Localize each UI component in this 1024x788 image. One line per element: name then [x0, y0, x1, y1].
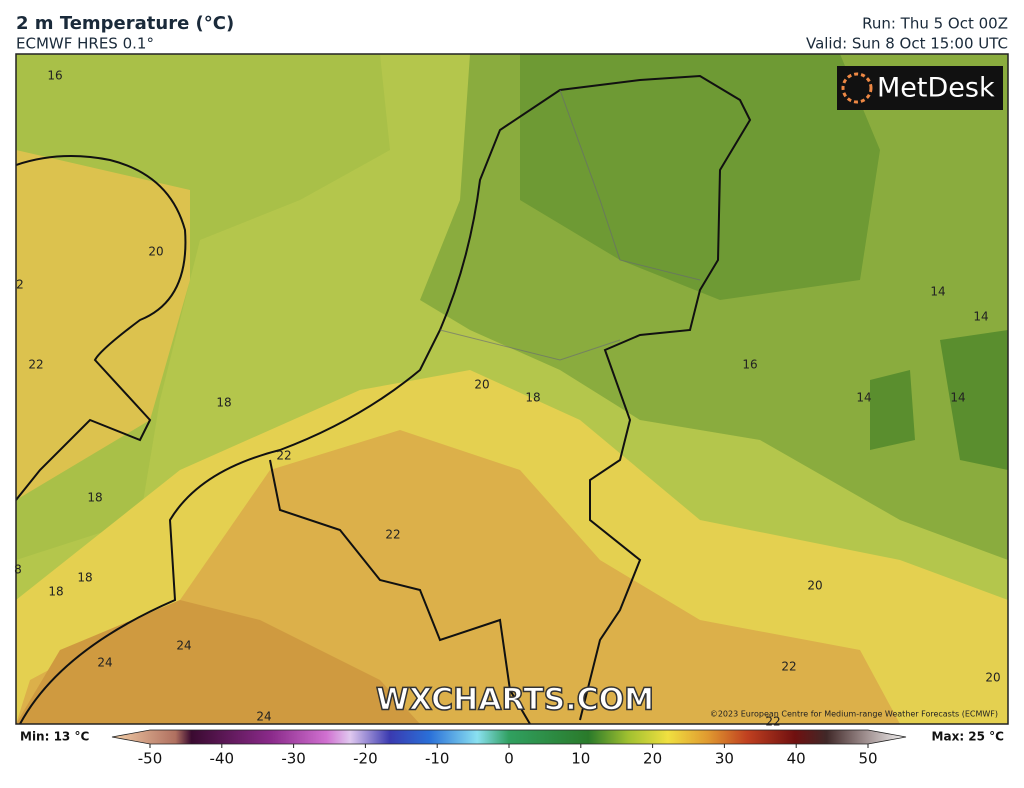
contour-label: 16	[47, 69, 62, 83]
contour-label: 18	[216, 396, 231, 410]
colorbar-tick-label: -50	[138, 750, 163, 768]
colorbar-tick-label: 50	[858, 750, 877, 768]
colorbar-tick-label: -20	[353, 750, 378, 768]
min-label: Min: 13 °C	[20, 730, 89, 744]
colorbar-tick-label: 20	[643, 750, 662, 768]
colorbar-tick-label: 0	[504, 750, 514, 768]
map-frame	[15, 53, 1009, 725]
borders	[439, 89, 701, 361]
watermark: WXCHARTS.COM	[376, 683, 654, 718]
run-time: Run: Thu 5 Oct 00Z	[862, 15, 1008, 33]
colorbar-ticks: -50 -40 -30 -20 -10 0 10 20 30 40 50	[138, 744, 878, 768]
contour-label: 16	[742, 358, 757, 372]
colorbar-tick-label: -30	[281, 750, 306, 768]
contour-label: 20	[148, 245, 163, 259]
coastlines	[16, 74, 752, 724]
colorbar-tick-label: -10	[425, 750, 450, 768]
logo-box	[837, 66, 1003, 110]
field-england	[16, 150, 190, 500]
contour-label: 8	[14, 563, 22, 577]
contour-label: 22	[765, 715, 780, 729]
subtitle: ECMWF HRES 0.1°	[16, 35, 154, 53]
contour-label: 20	[985, 671, 1000, 685]
logo-icon	[841, 72, 873, 104]
contour-label: 2	[16, 278, 24, 292]
contour-label: 18	[525, 391, 540, 405]
contour-label: 14	[973, 310, 988, 324]
contour-label: 14	[930, 285, 945, 299]
contour-label: 22	[28, 358, 43, 372]
valid-time: Valid: Sun 8 Oct 15:00 UTC	[806, 35, 1008, 53]
contour-label: 24	[97, 656, 112, 670]
contour-label: 22	[781, 660, 796, 674]
colorbar-tick-label: 10	[571, 750, 590, 768]
contour-label: 14	[856, 391, 871, 405]
contour-label: 18	[48, 585, 63, 599]
contour-label: 22	[276, 449, 291, 463]
colorbar	[111, 729, 907, 745]
title: 2 m Temperature (°C)	[16, 13, 234, 34]
contour-label: 24	[176, 639, 191, 653]
contour-label: 18	[87, 491, 102, 505]
contour-label: 14	[950, 391, 965, 405]
max-label: Max: 25 °C	[932, 730, 1005, 744]
copyright: ©2023 European Centre for Medium-range W…	[710, 710, 998, 719]
contour-label: 24	[256, 710, 271, 724]
contour-label: 20	[807, 579, 822, 593]
field-warm	[16, 600, 420, 724]
field-darkest	[870, 330, 1008, 470]
field-dark-green	[520, 54, 880, 300]
colorbar-tick-label: 30	[715, 750, 734, 768]
contour-label: 18	[77, 571, 92, 585]
map	[16, 54, 1008, 724]
logo-text: MetDesk	[877, 73, 995, 104]
colorbar-tick-label: -40	[210, 750, 235, 768]
contour-label: 22	[385, 528, 400, 542]
colorbar-tick-label: 40	[787, 750, 806, 768]
contour-label: 20	[474, 378, 489, 392]
